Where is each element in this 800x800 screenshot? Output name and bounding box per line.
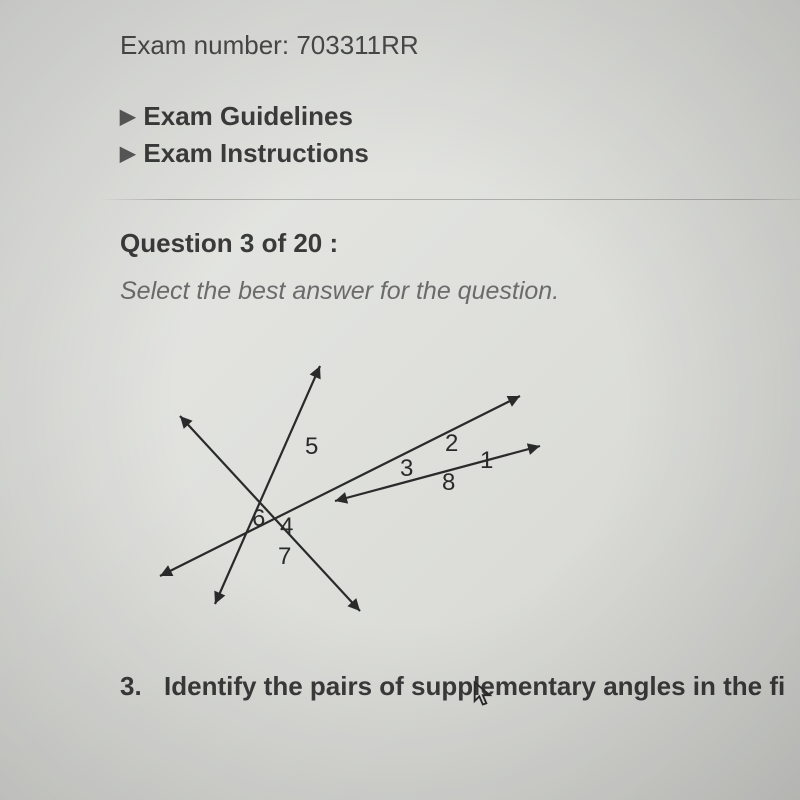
divider — [100, 199, 800, 200]
exam-number-value: 703311RR — [296, 30, 418, 60]
diagram-svg: 5 64 7 3 218 — [140, 356, 560, 616]
exam-instructions-label: Exam Instructions — [143, 138, 368, 169]
svg-text:6: 6 — [252, 505, 265, 532]
svg-text:1: 1 — [480, 447, 493, 474]
svg-text:4: 4 — [280, 513, 293, 540]
geometry-diagram: 5 64 7 3 218 — [140, 356, 800, 621]
svg-text:8: 8 — [442, 469, 455, 496]
question-prompt-row: 3. Identify the pairs of supplementary a… — [120, 671, 800, 702]
question-instruction: Select the best answer for the question. — [120, 277, 800, 306]
question-title: Question 3 of 20 : — [120, 228, 800, 259]
exam-guidelines-label: Exam Guidelines — [143, 101, 353, 132]
chevron-right-icon: ▶ — [120, 104, 135, 129]
exam-guidelines-toggle[interactable]: ▶ Exam Guidelines — [120, 101, 800, 132]
chevron-right-icon: ▶ — [120, 141, 135, 166]
exam-number: Exam number: 703311RR — [120, 30, 800, 61]
svg-text:7: 7 — [278, 543, 291, 570]
svg-text:2: 2 — [445, 430, 458, 457]
question-number: 3. — [120, 671, 144, 702]
question-prompt: Identify the pairs of supplementary angl… — [164, 671, 785, 702]
exam-number-label: Exam number: — [120, 30, 289, 60]
exam-instructions-toggle[interactable]: ▶ Exam Instructions — [120, 138, 800, 169]
svg-text:5: 5 — [305, 433, 318, 460]
svg-text:3: 3 — [400, 455, 413, 482]
